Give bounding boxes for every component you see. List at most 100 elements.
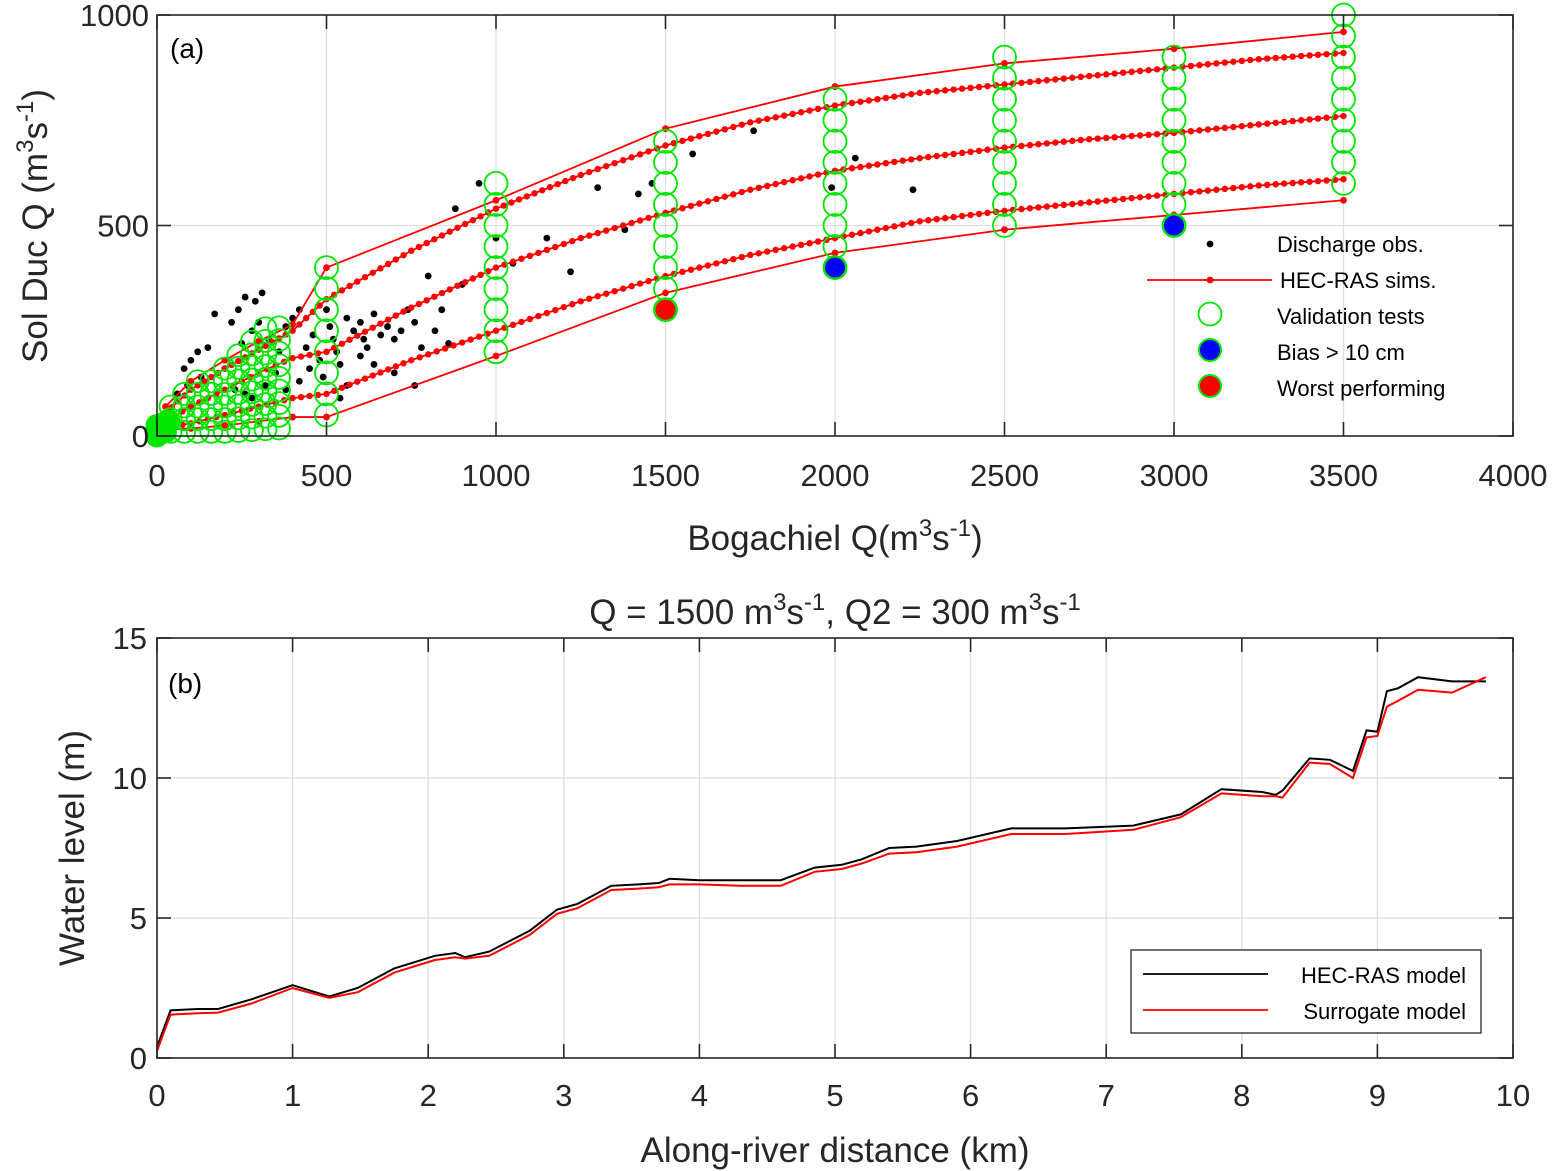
- simulation-marker: [1018, 79, 1025, 86]
- validation-circle: [822, 128, 848, 154]
- validation-circle: [240, 342, 264, 367]
- validation-circle: [226, 406, 251, 431]
- simulation-marker: [764, 115, 771, 123]
- simulation-marker: [967, 148, 974, 156]
- observation-point: [750, 127, 758, 135]
- simulation-marker: [772, 246, 779, 254]
- simulation-marker: [602, 290, 610, 297]
- observation-point: [357, 318, 364, 326]
- simulation-marker: [1196, 61, 1203, 69]
- simulation-marker: [539, 187, 546, 194]
- simulation-marker: [354, 278, 361, 285]
- observation-point: [343, 314, 351, 322]
- simulation-marker: [958, 149, 966, 157]
- simulation-marker: [461, 278, 469, 286]
- simulation-marker: [950, 150, 957, 158]
- x-tick-label: 1500: [631, 458, 700, 493]
- legend-label: HEC-RAS sims.: [1280, 268, 1436, 293]
- simulation-marker: [874, 96, 881, 103]
- simulation-marker: [518, 318, 525, 326]
- observation-point: [384, 323, 391, 330]
- simulation-marker: [1119, 195, 1127, 203]
- simulation-marker: [450, 342, 457, 349]
- observation-point: [828, 184, 836, 192]
- validation-circle: [992, 170, 1017, 196]
- validation-circle: [240, 418, 264, 443]
- simulation-marker: [586, 295, 593, 302]
- validation-circle: [483, 213, 509, 238]
- validation-circle: [1161, 107, 1187, 133]
- validation-circle: [1331, 170, 1356, 196]
- y-tick-label: 500: [97, 209, 149, 244]
- simulation-marker: [526, 315, 534, 323]
- observation-point: [851, 154, 859, 162]
- simulation-marker: [611, 287, 618, 295]
- simulation-marker: [831, 102, 839, 109]
- panel-b-ticks: 0 1 2 3 4 5 6 7 8 9 10 0 5 10 15: [113, 621, 1531, 1113]
- simulation-marker: [1272, 181, 1279, 188]
- simulation-marker: [425, 351, 432, 358]
- simulation-marker: [369, 269, 376, 276]
- observation-point: [445, 339, 452, 347]
- validation-circle: [992, 149, 1017, 175]
- validation-circle: [314, 381, 339, 407]
- legend-label: HEC-RAS model: [1301, 963, 1466, 988]
- simulation-marker: [384, 316, 392, 323]
- simulation-marker: [891, 223, 898, 230]
- observation-point: [594, 184, 602, 192]
- simulation-marker: [687, 202, 695, 210]
- observation-point: [289, 314, 296, 322]
- validation-circle: [822, 192, 848, 217]
- simulation-marker: [1204, 126, 1212, 133]
- simulation-marker: [1280, 180, 1288, 187]
- worst-point: [653, 297, 678, 322]
- simulation-marker: [1306, 52, 1313, 59]
- observation-point: [370, 310, 378, 318]
- simulation-marker: [1340, 112, 1347, 120]
- validation-circle: [1161, 128, 1187, 154]
- simulation-marker: [1119, 69, 1127, 76]
- legend-entry: Worst performing: [1198, 374, 1445, 401]
- legend-marker-circle: [1198, 338, 1222, 362]
- simulation-marker: [1001, 144, 1008, 151]
- observation-point: [397, 327, 405, 335]
- simulation-marker: [446, 228, 453, 235]
- observation-point: [302, 344, 310, 351]
- simulation-marker: [1196, 188, 1203, 195]
- simulation-marker: [738, 253, 745, 261]
- simulation-marker: [1187, 62, 1195, 70]
- simulation-marker: [1052, 202, 1059, 209]
- simulation-marker: [950, 86, 957, 93]
- simulation-marker: [1001, 81, 1008, 88]
- simulation-marker: [377, 320, 384, 327]
- observation-point: [567, 268, 574, 276]
- simulation-marker: [346, 282, 353, 290]
- simulation-marker: [925, 217, 932, 224]
- validation-circle: [483, 276, 509, 302]
- validation-circle: [314, 276, 339, 302]
- simulation-marker: [1230, 123, 1237, 131]
- panel-a-grid: [156, 14, 1514, 437]
- legend-label: Discharge obs.: [1277, 232, 1424, 257]
- x-tick-label: 3000: [1140, 458, 1209, 493]
- simulation-marker: [831, 83, 839, 90]
- observation-point: [370, 361, 378, 368]
- validation-circle: [212, 394, 237, 419]
- simulation-marker: [1086, 135, 1093, 143]
- validation-circle: [992, 65, 1017, 91]
- simulation-marker: [721, 193, 729, 200]
- simulation-marker: [446, 286, 453, 293]
- simulation-marker: [526, 252, 534, 260]
- validation-circle: [992, 213, 1017, 238]
- x-tick-label: 10: [1496, 1078, 1530, 1113]
- simulation-marker: [1196, 127, 1203, 134]
- x-tick-label: 4000: [1479, 458, 1548, 493]
- simulation-marker: [535, 249, 542, 257]
- x-tick-label: 1: [284, 1078, 301, 1113]
- simulation-marker: [562, 177, 569, 185]
- validation-circle: [240, 329, 264, 354]
- simulation-marker: [1272, 119, 1279, 126]
- text-part: ): [971, 519, 983, 558]
- simulation-marker: [814, 171, 822, 178]
